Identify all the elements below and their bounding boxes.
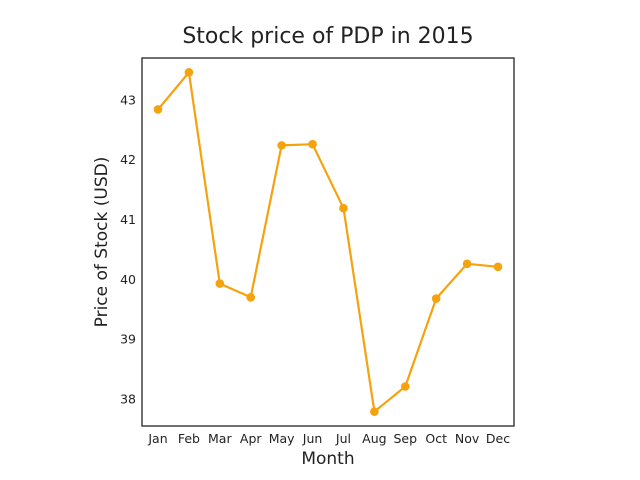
data-point-dec [493,262,503,272]
data-point-aug [370,407,379,416]
y-tick-label: 39 [120,332,136,347]
x-tick-label: Mar [208,431,232,446]
x-tick-label: Oct [425,431,447,446]
data-point-jun [308,139,317,149]
x-tick-label: Jan [147,431,167,446]
x-axis-label: Month [301,449,355,469]
y-tick-label: 38 [120,392,136,407]
plot-frame [141,57,515,427]
y-axis-ticks: 38 39 40 41 42 43 [120,92,136,406]
data-point-mar [215,279,225,288]
x-axis-ticks: Jan Feb Mar Apr May Jun Jul Aug Sep Oct Nov Dec [147,431,510,446]
x-tick-label: Nov [455,431,480,446]
x-tick-label: Sep [393,431,417,446]
data-point-jan [153,105,163,114]
y-tick-label: 43 [120,92,136,107]
y-tick-label: 42 [120,152,136,167]
y-tick-label: 41 [120,212,136,227]
data-point-may [277,141,286,150]
x-tick-label: Feb [178,431,200,446]
series-layer [153,68,503,416]
data-point-feb [184,68,194,77]
chart-title: Stock price of PDP in 2015 [182,24,474,49]
x-tick-label: Aug [362,431,386,446]
y-axis-label: Price of Stock (USD) [92,156,112,328]
x-tick-label: Jun [302,431,323,446]
data-point-nov [462,259,472,269]
x-tick-label: Jul [335,431,351,446]
x-tick-label: May [269,431,295,446]
data-point-oct [431,294,441,303]
x-tick-label: Dec [486,431,510,446]
data-point-apr [246,293,256,302]
y-tick-label: 40 [120,272,136,287]
data-point-jul [339,203,348,213]
series-line [156,71,500,413]
x-tick-label: Apr [240,431,262,446]
data-point-sep [400,382,410,391]
